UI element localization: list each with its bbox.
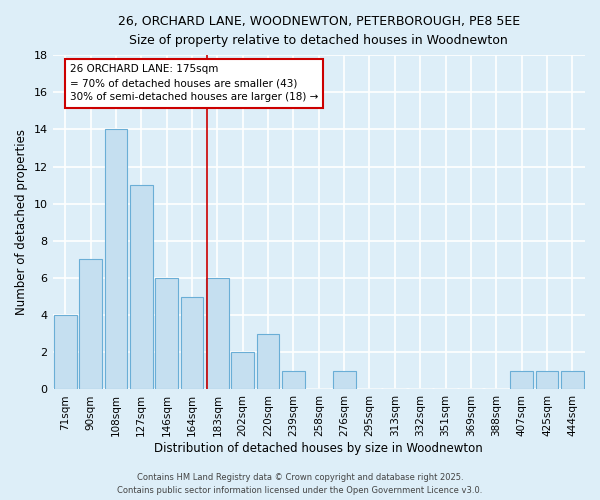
Bar: [79, 260, 102, 390]
Bar: [104, 130, 127, 390]
X-axis label: Distribution of detached houses by size in Woodnewton: Distribution of detached houses by size …: [154, 442, 483, 455]
Bar: [257, 334, 280, 390]
Y-axis label: Number of detached properties: Number of detached properties: [15, 130, 28, 316]
Bar: [181, 296, 203, 390]
Bar: [282, 371, 305, 390]
Bar: [333, 371, 356, 390]
Bar: [561, 371, 584, 390]
Text: Contains HM Land Registry data © Crown copyright and database right 2025.
Contai: Contains HM Land Registry data © Crown c…: [118, 474, 482, 495]
Bar: [510, 371, 533, 390]
Bar: [130, 185, 152, 390]
Bar: [155, 278, 178, 390]
Bar: [536, 371, 559, 390]
Title: 26, ORCHARD LANE, WOODNEWTON, PETERBOROUGH, PE8 5EE
Size of property relative to: 26, ORCHARD LANE, WOODNEWTON, PETERBOROU…: [118, 15, 520, 47]
Text: 26 ORCHARD LANE: 175sqm
= 70% of detached houses are smaller (43)
30% of semi-de: 26 ORCHARD LANE: 175sqm = 70% of detache…: [70, 64, 318, 102]
Bar: [54, 315, 77, 390]
Bar: [206, 278, 229, 390]
Bar: [231, 352, 254, 390]
